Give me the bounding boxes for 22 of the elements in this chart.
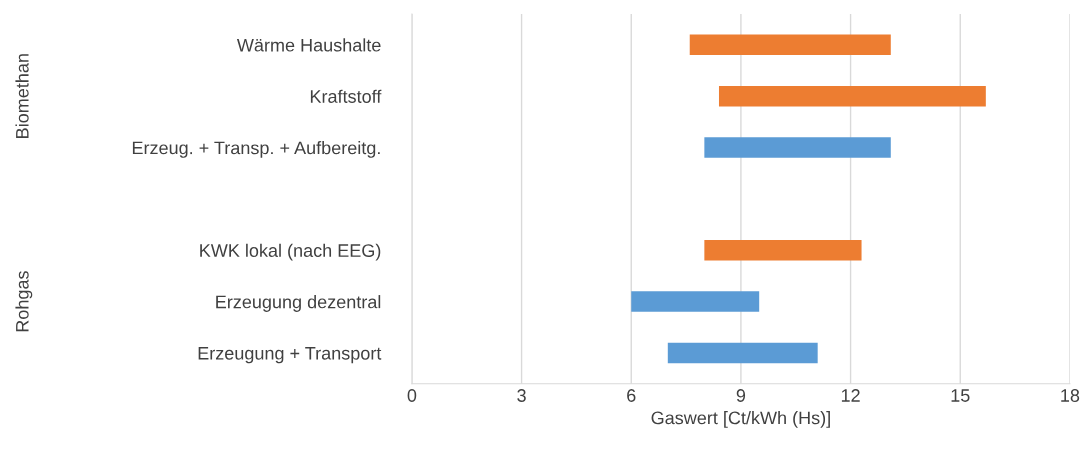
y-tick-label: Erzeugung + Transport (198, 347, 382, 364)
y-tick-label: Erzeugung dezentral (216, 295, 381, 312)
y-tick-label: Wärme Haushalte (236, 38, 381, 52)
x-axis-title: Gaswert [Ct/kWh (Hs)] (651, 411, 830, 428)
x-tick-label: 15 (951, 389, 970, 402)
bar (704, 137, 891, 158)
x-tick-label: 9 (736, 389, 746, 402)
y-tick-label: KWK lokal (nach EEG) (200, 243, 381, 261)
x-tick-label: 3 (517, 389, 526, 402)
y-tick-label: Erzeug. + Transp. + Aufbereitg. (132, 141, 380, 158)
bar (704, 239, 862, 261)
x-tick-label: 18 (1061, 389, 1080, 402)
text: Biomethan (15, 54, 29, 138)
x-tick-label: 6 (627, 389, 636, 402)
bar (718, 85, 986, 107)
text: Rohgas (15, 271, 33, 332)
x-tick-label: 0 (407, 389, 417, 402)
bar (631, 291, 760, 312)
y-tick-label: Kraftstoff (310, 89, 382, 103)
bar (667, 342, 818, 364)
x-tick-label: 12 (841, 389, 860, 402)
bar (689, 34, 891, 56)
